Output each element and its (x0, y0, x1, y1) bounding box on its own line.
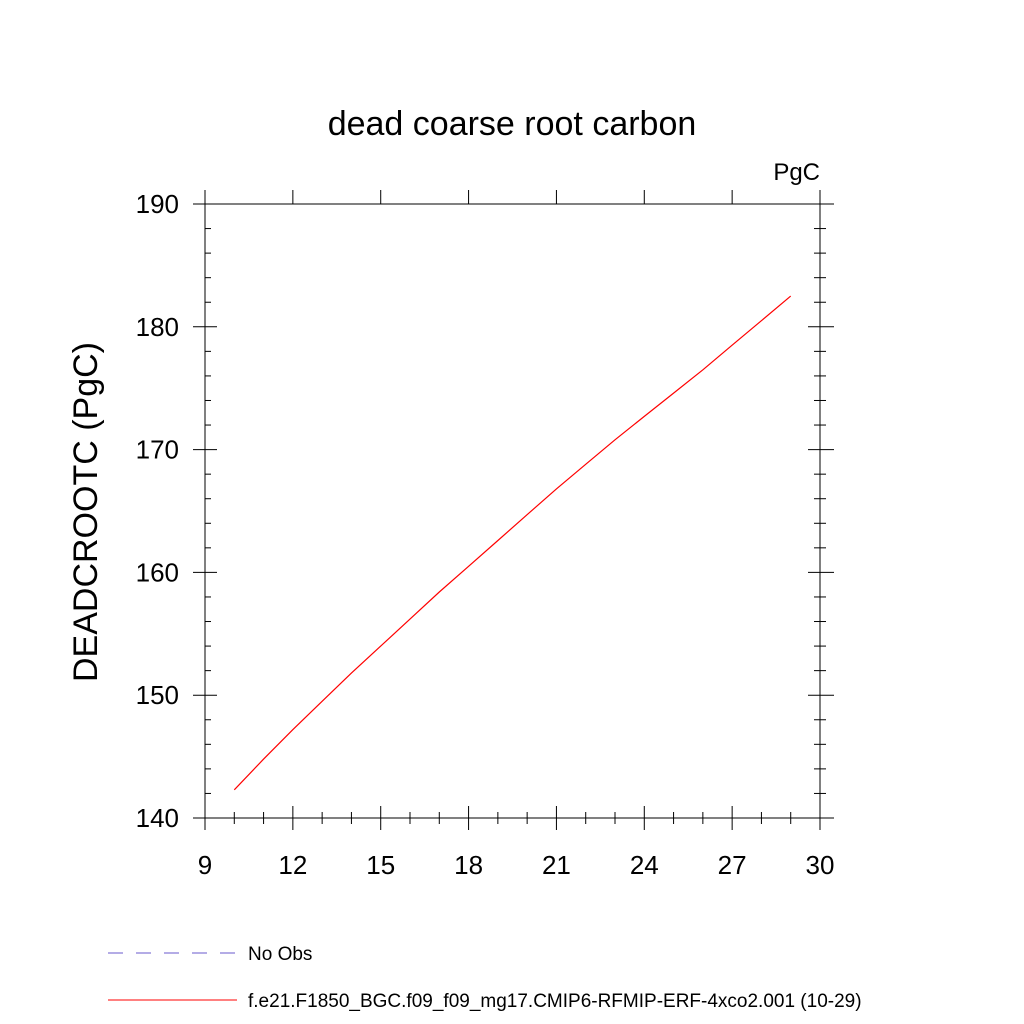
series-line (233, 295, 792, 791)
x-tick-label: 24 (630, 850, 659, 880)
y-axis-label: DEADCROOTC (PgC) (67, 342, 105, 682)
legend: No Obs f.e21.F1850_BGC.f09_f09_mg17.CMIP6… (108, 944, 862, 1012)
x-tick-label: 15 (366, 850, 395, 880)
chart-title: dead coarse root carbon (328, 105, 697, 143)
units-label: PgC (773, 159, 820, 186)
y-tick-label: 170 (136, 435, 179, 465)
legend-label: f.e21.F1850_BGC.f09_f09_mg17.CMIP6-RFMIP… (248, 991, 862, 1012)
y-tick-label: 160 (136, 557, 179, 587)
legend-label: No Obs (248, 944, 312, 965)
y-tick-label: 140 (136, 803, 179, 833)
plot-frame (204, 203, 821, 819)
y-tick-label: 190 (136, 189, 179, 219)
series-layer (233, 295, 792, 791)
y-axis-ticks: 140 150 160 170 180 190 (136, 189, 834, 833)
x-tick-label: 30 (806, 850, 835, 880)
x-tick-label: 21 (542, 850, 571, 880)
x-axis-ticks: 9 12 15 18 21 24 27 30 (198, 190, 835, 880)
x-tick-label: 12 (278, 850, 307, 880)
x-tick-label: 9 (198, 850, 212, 880)
x-tick-label: 27 (718, 850, 747, 880)
x-tick-label: 18 (454, 850, 483, 880)
y-tick-label: 150 (136, 680, 179, 710)
y-tick-label: 180 (136, 312, 179, 342)
